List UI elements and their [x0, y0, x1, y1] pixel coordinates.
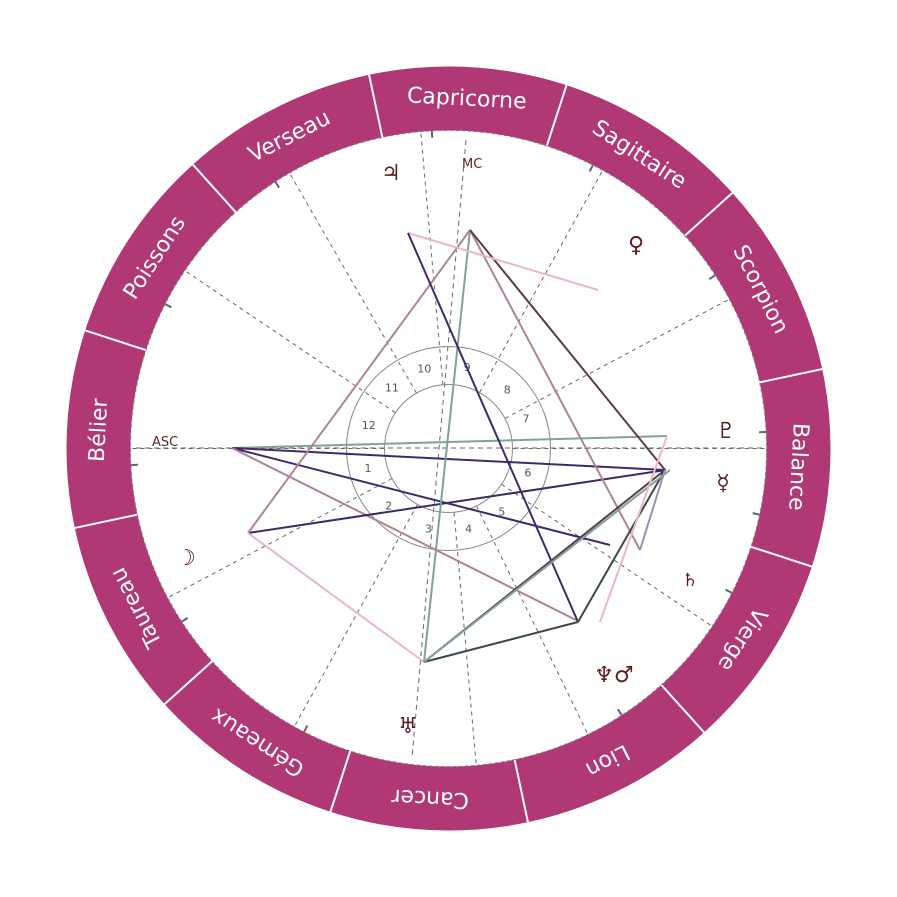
house-cusp: [290, 174, 417, 394]
aspect-line: [469, 229, 666, 471]
sign-divider: [163, 660, 213, 705]
sign-divider: [759, 368, 823, 384]
aspect-line: [423, 621, 579, 663]
sign-divider: [192, 163, 237, 213]
sign-divider: [660, 684, 705, 734]
aspect-line: [639, 469, 666, 551]
sign-dividers: [74, 74, 823, 823]
house-number: 6: [524, 466, 531, 479]
tick-mark: [588, 164, 594, 172]
house-number: 11: [385, 381, 399, 394]
sign-label: Balance: [783, 422, 813, 511]
house-number: 5: [498, 506, 505, 519]
aspect-line: [407, 232, 599, 291]
jupiter-icon: ♃: [381, 161, 401, 186]
house-number: 12: [362, 419, 376, 432]
tick-mark: [181, 617, 189, 623]
sign-divider: [750, 545, 813, 568]
sign-divider: [545, 84, 568, 147]
sign-divider: [329, 750, 352, 813]
aspect-line: [577, 469, 666, 623]
house-number: 2: [385, 500, 392, 513]
house-cusp: [479, 171, 603, 393]
house-wheel-outer: [346, 346, 551, 551]
aspect-line: [247, 532, 425, 663]
aspect-line: [407, 232, 579, 623]
house-number: 3: [425, 523, 432, 536]
house-cusp: [420, 133, 444, 385]
sign-label: Bélier: [85, 397, 113, 463]
tick-mark: [303, 725, 309, 733]
house-cusp: [294, 504, 418, 726]
house-number: 10: [417, 363, 431, 376]
aspect-line: [231, 435, 668, 449]
aspect-line: [423, 229, 471, 663]
chart-inner-circle: [130, 130, 767, 767]
mc-label: MC: [462, 157, 482, 172]
neptune-mars-icon: ♆♂: [594, 663, 633, 688]
sign-label: Cancer: [390, 783, 470, 812]
aspect-line: [423, 469, 671, 663]
tick-mark: [752, 512, 760, 516]
sign-divider: [74, 513, 138, 529]
house-cusp: [501, 483, 711, 626]
aspect-line: [231, 447, 666, 471]
house-number: 1: [364, 462, 371, 475]
uranus-icon: ♅: [398, 714, 418, 739]
house-cusp: [453, 512, 477, 764]
aspect-line: [599, 435, 668, 623]
house-number: 4: [465, 523, 472, 536]
house-cusp: [476, 505, 588, 733]
house-number: 8: [504, 383, 511, 396]
tick-mark: [617, 708, 623, 716]
mercury-icon: ☿: [716, 471, 730, 496]
zodiac-ring-band: [66, 66, 831, 831]
sign-label: Capricorne: [406, 83, 527, 114]
sign-divider: [513, 759, 529, 823]
house-wheel-inner: [384, 384, 513, 513]
venus-icon: ♀: [628, 233, 644, 258]
house-cusp: [504, 299, 728, 419]
house-cusp-lines: [132, 133, 765, 764]
aspect-line: [231, 447, 611, 546]
sign-divider: [684, 192, 734, 237]
angle-axis: [411, 139, 467, 759]
tick-mark: [708, 274, 716, 280]
house-cusp: [169, 478, 393, 598]
moon-icon: ☽: [176, 546, 196, 571]
aspect-line: [247, 229, 471, 534]
sign-divider: [84, 329, 147, 352]
saturn-icon: ♄: [682, 570, 698, 591]
tick-mark: [164, 303, 172, 309]
zodiac-ring: CapricorneSagittaireScorpionBalanceVierg…: [66, 66, 831, 831]
aspect-line: [247, 469, 667, 534]
house-number: 7: [522, 412, 529, 425]
pluto-icon: ♇: [716, 419, 736, 444]
sign-divider: [368, 74, 384, 138]
planet-glyphs: ♃ ♀ ♇ ☿ ♄ ♆♂ ♅ ☽: [176, 161, 736, 739]
aspect-line: [469, 229, 641, 551]
asc-label: ASC: [152, 435, 178, 450]
tick-mark: [274, 181, 280, 189]
degree-tick-marks: [130, 130, 767, 733]
house-cusp: [186, 271, 396, 414]
aspect-lines: [231, 229, 671, 663]
tick-mark: [725, 588, 733, 594]
